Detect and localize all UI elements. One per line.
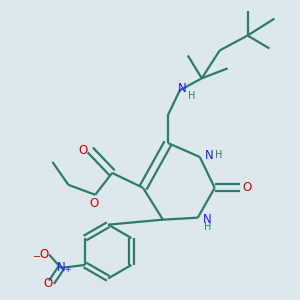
Text: O: O <box>39 248 48 261</box>
Text: −: − <box>33 252 41 262</box>
Text: O: O <box>44 277 53 290</box>
Text: N: N <box>205 149 214 162</box>
Text: H: H <box>188 91 195 101</box>
Text: H: H <box>204 222 211 232</box>
Text: N: N <box>57 262 65 275</box>
Text: +: + <box>64 265 71 274</box>
Text: O: O <box>242 181 252 194</box>
Text: H: H <box>215 151 223 160</box>
Text: N: N <box>178 82 187 95</box>
Text: N: N <box>203 213 212 226</box>
Text: O: O <box>78 143 87 157</box>
Text: O: O <box>90 197 99 210</box>
